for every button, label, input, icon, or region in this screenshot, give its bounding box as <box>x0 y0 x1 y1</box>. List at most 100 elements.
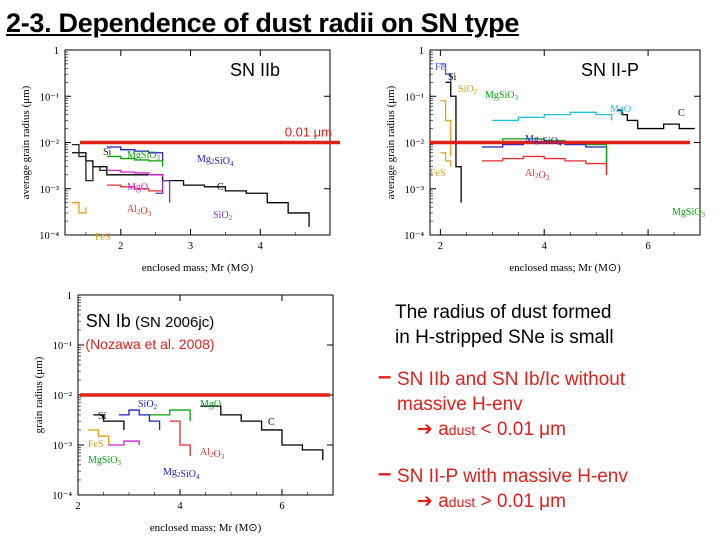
panel-title: SN Ib (SN 2006jc) <box>86 311 214 331</box>
species-label-part: 3 <box>156 154 160 162</box>
species-label-part: 2 <box>535 172 539 180</box>
species-label: Si <box>98 411 107 422</box>
species-label-part: 3 <box>546 174 550 182</box>
y-axis-label: average grain radius (μm) <box>20 85 32 199</box>
y-tick-label: 1 <box>419 46 424 57</box>
species-label-part: 3 <box>117 459 121 467</box>
series-c-line <box>71 152 310 227</box>
species-label-part: Mg <box>88 455 102 466</box>
species-label: MgSiO3 <box>88 455 121 467</box>
species-label-part: 2 <box>137 208 141 216</box>
series-fes-line <box>440 152 452 167</box>
species-label-part: Al <box>127 204 137 215</box>
species-label-part: 2 <box>539 138 543 146</box>
panel-subtitle: (Nozawa et al. 2008) <box>85 336 214 352</box>
species-label-part: 2 <box>474 88 478 96</box>
y-tick-label: 10⁻² <box>53 391 72 402</box>
y-tick-label: 10⁻⁴ <box>52 491 72 502</box>
series-fes-line <box>88 429 110 445</box>
symbol-sub: dust <box>448 494 476 510</box>
y-tick-label: 10⁻³ <box>53 441 72 452</box>
species-label: C <box>268 417 275 428</box>
species-label: Si <box>103 147 112 158</box>
panel-title: SN II-P <box>581 60 639 80</box>
species-label-part: O <box>539 170 546 181</box>
species-label-part: SiO <box>458 84 474 95</box>
species-label: SiO2 <box>138 399 158 411</box>
x-tick-label: 3 <box>188 241 193 252</box>
series-mgsio3-line <box>106 155 164 167</box>
species-label-part: SiO <box>686 207 702 218</box>
series-si-line <box>445 81 462 203</box>
symbol-a: a <box>438 491 449 512</box>
x-tick-label: 2 <box>438 241 443 252</box>
y-tick-label: 10⁻² <box>405 139 424 150</box>
species-label-part: 4 <box>196 473 200 481</box>
chart-sn-iip: 1 10⁻¹ 10⁻² 10⁻³ 10⁻⁴ 2 4 6 enclosed mass; Mr (M… <box>385 46 705 274</box>
relation: < 0.01 μm <box>480 419 566 440</box>
species-label: MgO <box>127 182 148 193</box>
y-tick-label: 10⁻¹ <box>53 341 72 352</box>
species-label-part: 3 <box>701 211 705 219</box>
y-tick-label: 10⁻⁴ <box>39 231 59 242</box>
y-tick-label: 10⁻⁴ <box>404 231 424 242</box>
species-label-part: Mg <box>197 154 211 165</box>
species-label-part: O <box>141 206 148 217</box>
series-al2o3-line <box>169 420 191 457</box>
species-label: MgO <box>200 399 221 410</box>
arrow-icon: ➔ <box>417 419 433 440</box>
series-c-line <box>200 405 324 461</box>
species-label: FeS <box>95 232 111 243</box>
series-sio2-line <box>155 179 171 203</box>
species-label-part: SiO <box>213 210 229 221</box>
series-fes-line <box>71 202 87 214</box>
species-label: Al2O3 <box>525 168 550 182</box>
species-label-part: 2 <box>210 451 214 459</box>
bullet-iip: – SN II-P with massive H-env ➔ adust > 0… <box>378 461 715 515</box>
species-label: Si <box>448 72 457 83</box>
species-label: MgSiO3 <box>485 90 518 102</box>
species-label-part: Mg <box>127 150 141 161</box>
y-tick-label: 10⁻¹ <box>40 92 59 103</box>
species-label-part: SiO <box>138 399 154 410</box>
panel-title-sub: (SN 2006jc) <box>131 314 214 331</box>
y-tick-label: 1 <box>54 46 59 57</box>
species-label-part: 4 <box>558 140 562 148</box>
species-label-part: 4 <box>230 160 234 168</box>
x-tick-label: 4 <box>258 241 264 252</box>
species-label-part: 2 <box>177 471 181 479</box>
x-tick-label: 2 <box>75 501 80 512</box>
species-label: Al2O3 <box>127 204 152 218</box>
species-label-part: SiO <box>102 455 118 466</box>
x-tick-label: 4 <box>542 241 548 252</box>
conclusion-line-1: The radius of dust formed <box>395 302 612 323</box>
series-si-line <box>93 414 125 430</box>
species-label-part: Al <box>525 168 535 179</box>
series-si-line <box>71 143 108 182</box>
species-label: Mg2SiO4 <box>525 134 562 148</box>
species-label-part: 2 <box>154 403 158 411</box>
x-axis-label: enclosed mass; Mr (M⊙) <box>509 262 621 274</box>
series-al2o3-line <box>106 184 164 194</box>
species-label-part: O <box>214 449 221 460</box>
slide-title: 2-3. Dependence of dust radii on SN type <box>6 8 520 38</box>
species-label: SiO2 <box>458 84 478 96</box>
x-axis-label: enclosed mass; Mr (M⊙) <box>142 262 254 274</box>
species-label: Al2O3 <box>200 447 225 461</box>
species-label: MgSiO3 <box>672 207 705 219</box>
series-c-line <box>616 109 695 130</box>
x-tick-label: 4 <box>177 501 183 512</box>
species-label: FeS <box>88 439 104 450</box>
species-label: SiO2 <box>213 210 233 222</box>
y-tick-label: 1 <box>67 291 72 302</box>
species-label: C <box>217 182 224 193</box>
species-label: Mg2SiO4 <box>163 467 200 481</box>
y-tick-label: 10⁻³ <box>40 185 59 196</box>
bullet-2-result: ➔ adust > 0.01 μm <box>380 489 715 515</box>
species-label-part: Mg <box>672 207 686 218</box>
series-al2o3-line <box>481 155 608 175</box>
series-mgo-line <box>106 169 164 177</box>
x-tick-label: 2 <box>118 241 123 252</box>
species-label-part: 3 <box>221 453 225 461</box>
